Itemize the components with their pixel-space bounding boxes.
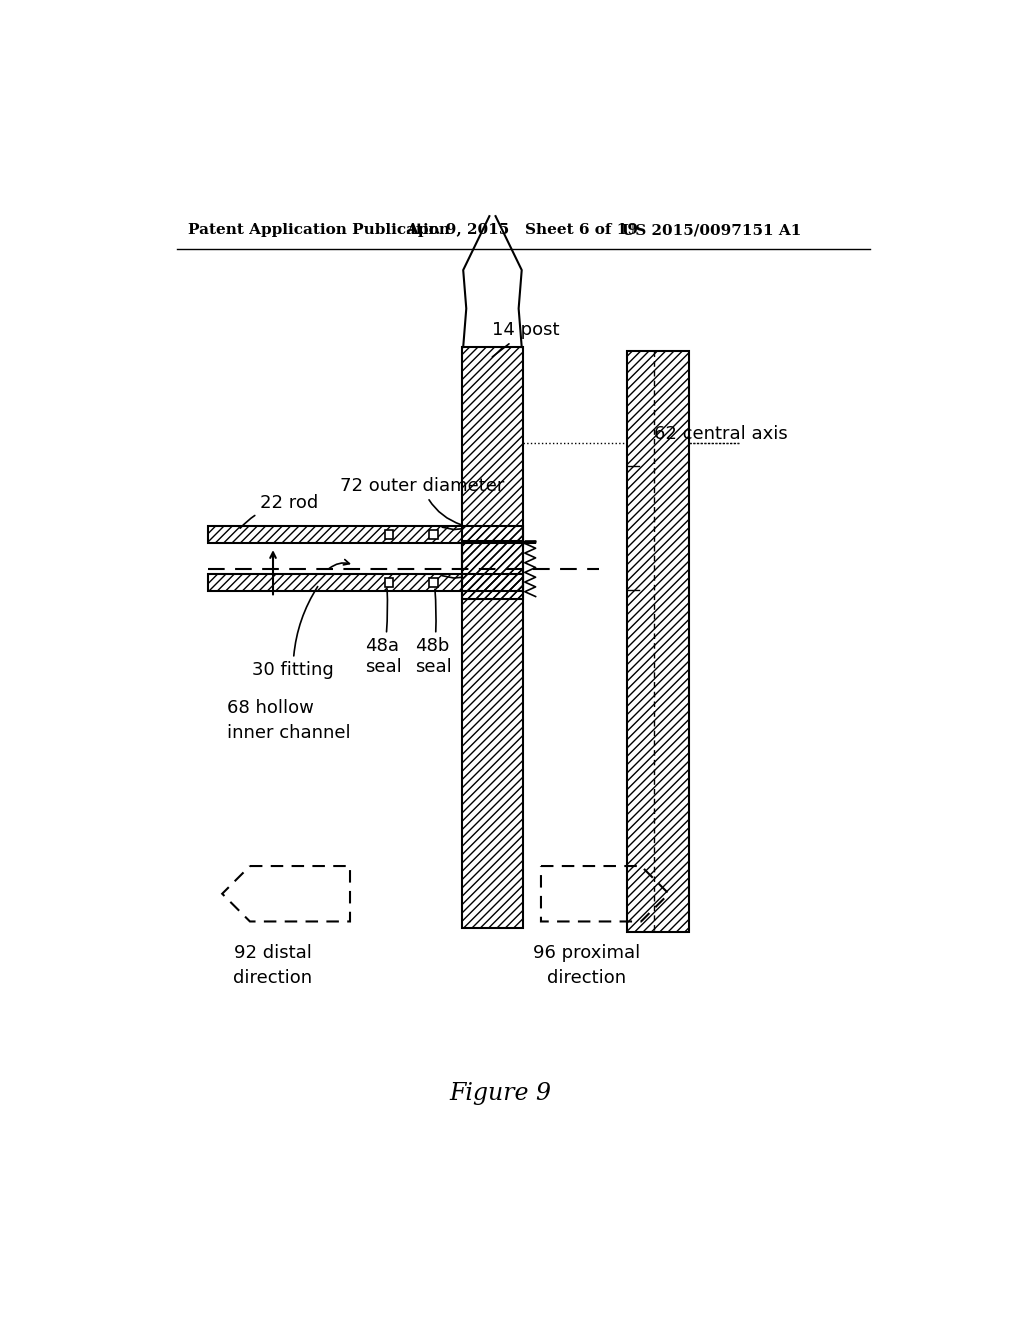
Bar (628, 351, 689, 932)
Text: 22 rod: 22 rod (241, 495, 318, 528)
Text: US 2015/0097151 A1: US 2015/0097151 A1 (622, 223, 801, 238)
Text: 30 fitting: 30 fitting (252, 586, 334, 680)
Text: 48a
seal: 48a seal (366, 589, 402, 676)
Bar (462, 541, 523, 599)
Text: 72 outer diameter: 72 outer diameter (340, 477, 505, 525)
Text: 48b
seal: 48b seal (416, 589, 453, 676)
Bar (385, 531, 393, 539)
Text: 62 central axis: 62 central axis (654, 425, 787, 444)
Text: Apr. 9, 2015   Sheet 6 of 19: Apr. 9, 2015 Sheet 6 of 19 (407, 223, 638, 238)
Text: Figure 9: Figure 9 (450, 1082, 551, 1105)
Text: Patent Application Publication: Patent Application Publication (188, 223, 451, 238)
Text: 14 post: 14 post (493, 321, 560, 356)
Bar (208, 574, 523, 591)
Bar (208, 525, 523, 544)
Text: 68 hollow
inner channel: 68 hollow inner channel (226, 700, 350, 742)
Text: 92 distal
direction: 92 distal direction (233, 944, 312, 987)
Bar (429, 531, 438, 539)
Bar (429, 578, 438, 586)
Bar (208, 525, 462, 591)
Text: 96 proximal
direction: 96 proximal direction (532, 944, 640, 987)
Bar (385, 578, 393, 586)
Bar (462, 347, 523, 928)
